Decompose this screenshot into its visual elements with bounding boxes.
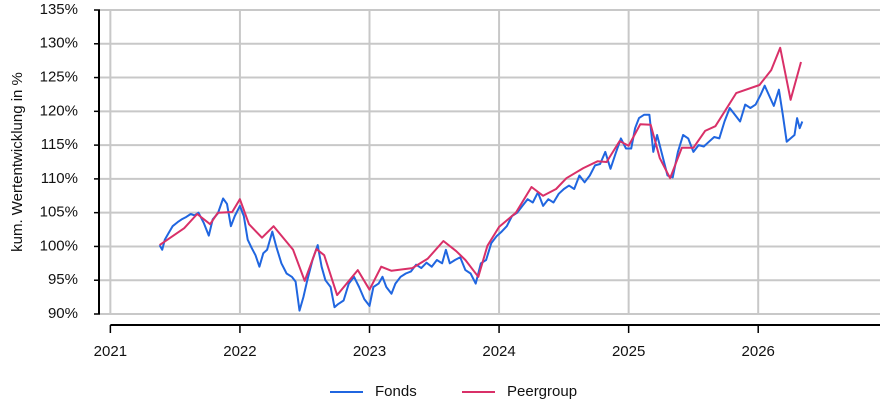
y-tick-label: 120% [40,102,78,119]
x-tick-label: 2021 [94,343,127,360]
y-tick-label: 135% [40,1,78,18]
x-tick-label: 2026 [742,343,775,360]
y-tick-label: 105% [40,204,78,221]
x-tick-label: 2024 [482,343,515,360]
x-tick-label: 2022 [223,343,256,360]
series-line [159,46,802,297]
y-tick-label: 130% [40,35,78,52]
y-tick-label: 125% [40,69,78,86]
y-tick-label: 100% [40,237,78,254]
y-tick-label: 110% [41,170,78,187]
y-tick-label: 90% [48,305,78,322]
x-tick-label: 2023 [353,343,386,360]
legend-label: Fonds [375,383,417,400]
y-axis-label: kum. Wertentwicklung in % [9,72,26,252]
y-tick-label: 115% [41,136,78,153]
series-line [158,84,804,312]
y-tick-label: 95% [48,271,78,288]
x-tick-label: 2025 [612,343,645,360]
legend-label: Peergroup [507,383,577,400]
